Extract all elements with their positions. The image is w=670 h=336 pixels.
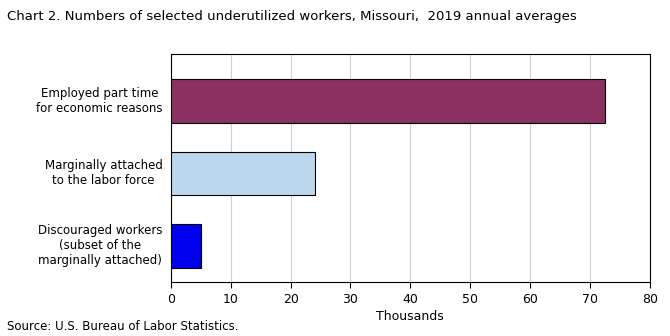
Text: Chart 2. Numbers of selected underutilized workers, Missouri,  2019 annual avera: Chart 2. Numbers of selected underutiliz…	[7, 10, 576, 23]
Bar	[171, 79, 605, 123]
Bar	[171, 224, 202, 268]
X-axis label: Thousands: Thousands	[377, 310, 444, 323]
Bar	[171, 152, 315, 195]
Text: Source: U.S. Bureau of Labor Statistics.: Source: U.S. Bureau of Labor Statistics.	[7, 320, 239, 333]
